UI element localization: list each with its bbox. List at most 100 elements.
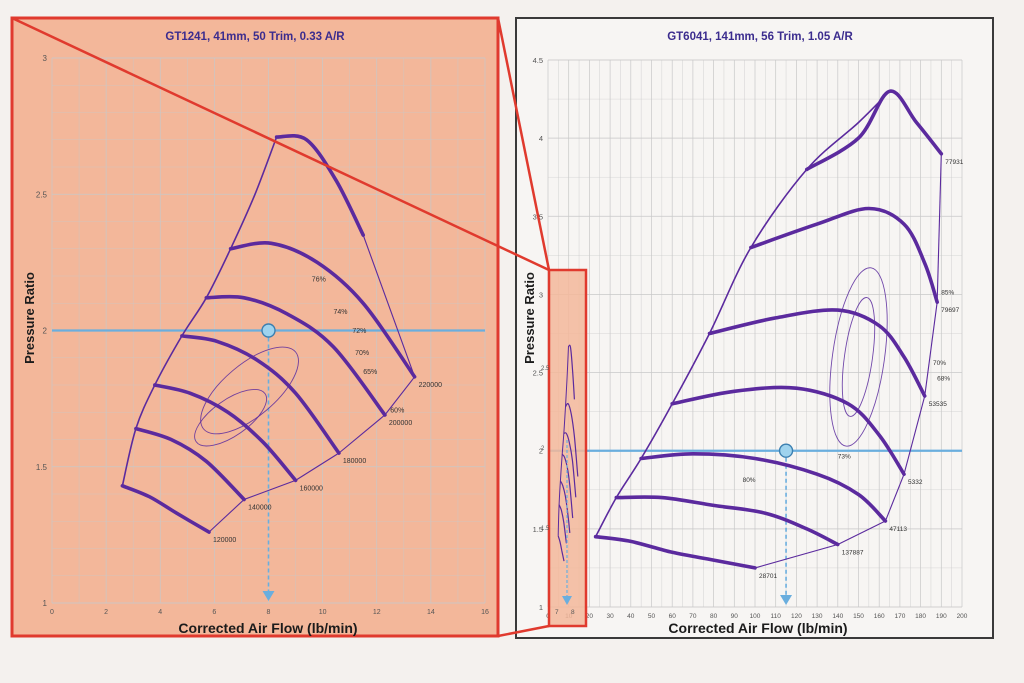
x-tick-label: 30 xyxy=(606,613,614,620)
left-y-axis-label: Pressure Ratio xyxy=(22,272,37,364)
x-tick-label: 40 xyxy=(627,613,635,620)
speed-line xyxy=(204,294,387,417)
left-chart-panel: 0 2 4 6 8 10 12 14 16 1 1.5 2 2.5 3 120000 140000 16000… xyxy=(10,16,500,638)
mini-map-speed-line xyxy=(559,480,571,533)
speed-line xyxy=(805,89,944,172)
speed-line-label: 140000 xyxy=(248,504,271,511)
speed-line xyxy=(274,134,365,237)
airflow-arrow-head xyxy=(780,595,793,605)
choke-line-segment xyxy=(243,479,296,500)
x-tick-label: 200 xyxy=(957,613,968,620)
mini-map-speed-line xyxy=(558,504,567,544)
right-reference-line xyxy=(548,443,962,605)
zoom-connector-top-right xyxy=(496,17,551,271)
mini-map-x-tick: 8 xyxy=(571,609,575,616)
x-tick-label: 120 xyxy=(791,613,802,620)
left-reference-line xyxy=(52,323,485,601)
choke-line-segment xyxy=(362,234,416,378)
mini-map-speed-line xyxy=(563,432,577,498)
right-chart-title: GT6041, 141mm, 56 Trim, 1.05 A/R xyxy=(667,31,853,43)
x-tick-label: 180 xyxy=(915,613,926,620)
mini-map-y-tick: 2.5 xyxy=(541,366,550,372)
x-tick-label: 140 xyxy=(832,613,843,620)
y-tick-label: 3 xyxy=(539,290,543,299)
speed-line-label: 53535 xyxy=(929,401,947,408)
speed-line xyxy=(707,308,927,398)
x-tick-label: 8 xyxy=(267,609,271,616)
speed-line-label: 200000 xyxy=(389,420,412,427)
left-map-labels: 120000 140000 160000 180000 200000 220000 76% 7… xyxy=(213,276,442,544)
efficiency-island xyxy=(841,297,876,417)
y-tick-label: 2.5 xyxy=(36,190,48,199)
y-tick-label: 2.5 xyxy=(533,369,543,378)
mini-map-surge-line xyxy=(557,345,569,536)
mini-map-y-tick: 1.5 xyxy=(541,526,550,532)
zoom-connector-top xyxy=(11,16,550,272)
efficiency-label: 72% xyxy=(352,328,366,335)
right-y-axis-label: Pressure Ratio xyxy=(522,272,537,364)
operating-point-marker xyxy=(261,323,276,338)
speed-line-label: 77931 xyxy=(945,159,963,166)
choke-line-segment xyxy=(924,302,938,397)
speed-line xyxy=(749,206,939,304)
choke-line-segment xyxy=(754,543,838,569)
speed-line xyxy=(120,484,211,534)
efficiency-label: 74% xyxy=(333,309,347,316)
speed-line xyxy=(153,383,298,483)
x-tick-label: 170 xyxy=(894,613,905,620)
mini-map-y-tick: 2 xyxy=(541,446,545,452)
left-speed-lines xyxy=(120,134,417,534)
y-tick-label: 3 xyxy=(43,54,48,63)
x-tick-label: 150 xyxy=(853,613,864,620)
efficiency-label: 60% xyxy=(390,407,404,414)
x-tick-label: 60 xyxy=(669,613,677,620)
speed-line-label: 160000 xyxy=(300,485,323,492)
left-chart-title: GT1241, 41mm, 50 Trim, 0.33 A/R xyxy=(165,31,345,43)
y-tick-label: 1 xyxy=(43,599,48,608)
speed-line xyxy=(180,334,341,455)
choke-line-segment xyxy=(837,520,886,545)
x-tick-label: 2 xyxy=(104,609,108,616)
mini-map-speed-line xyxy=(564,402,579,477)
surge-line xyxy=(594,90,891,538)
x-tick-label: 14 xyxy=(427,609,435,616)
airflow-arrow-head xyxy=(262,591,275,601)
right-panel-frame xyxy=(515,17,994,639)
x-tick-label: 160 xyxy=(874,613,885,620)
efficiency-label: 65% xyxy=(363,369,377,376)
choke-line-segment xyxy=(936,153,942,303)
x-tick-label: 90 xyxy=(731,613,739,620)
efficiency-island xyxy=(194,389,267,447)
efficiency-island xyxy=(200,346,299,435)
x-tick-label: 4 xyxy=(158,609,162,616)
right-speed-lines xyxy=(593,89,944,570)
x-tick-label: 130 xyxy=(812,613,823,620)
zoom-overlay: 7 8 1.5 2 2.5 xyxy=(11,16,588,638)
mini-map-speed-line xyxy=(557,535,565,562)
right-x-axis-label: Corrected Air Flow (lb/min) xyxy=(668,620,847,636)
mini-map: 7 8 1.5 2 2.5 xyxy=(541,344,579,616)
speed-line-label: 137887 xyxy=(842,549,864,556)
efficiency-label: 70% xyxy=(355,350,369,357)
efficiency-label: 80% xyxy=(743,477,756,484)
efficiency-label: 73% xyxy=(838,454,851,461)
choke-line-segment xyxy=(295,452,340,481)
x-tick-label: 70 xyxy=(689,613,697,620)
efficiency-island xyxy=(829,267,888,447)
y-tick-label: 2 xyxy=(539,447,543,456)
speed-line-label: 28701 xyxy=(759,573,777,580)
speed-line-label: 47113 xyxy=(889,526,907,533)
x-tick-label: 100 xyxy=(750,613,761,620)
y-tick-label: 4.5 xyxy=(533,56,543,65)
surge-line xyxy=(121,136,278,486)
zoom-connector-bottom xyxy=(497,624,550,638)
right-grid xyxy=(547,59,963,608)
x-tick-label: 10 xyxy=(319,609,327,616)
y-tick-label: 2 xyxy=(43,327,48,336)
x-tick-label: 110 xyxy=(771,613,782,620)
choke-line-segment xyxy=(338,414,386,454)
right-chart-panel: 0102030405060708090100110120130140150160… xyxy=(515,17,994,639)
speed-line-label: 220000 xyxy=(419,382,442,389)
left-panel-background xyxy=(10,16,500,638)
